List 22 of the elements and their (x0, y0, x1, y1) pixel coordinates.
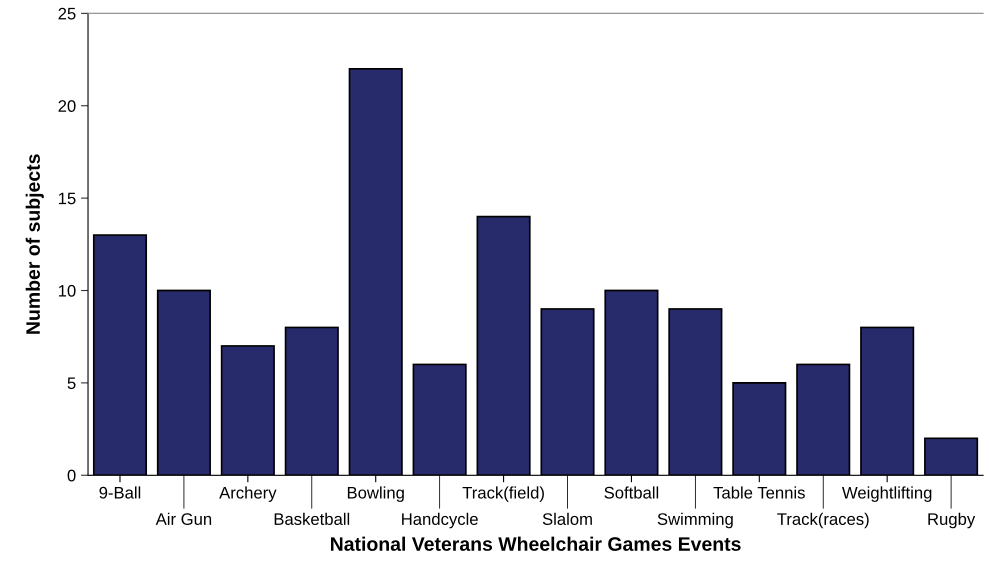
x-tick-label: Swimming (658, 512, 733, 528)
x-tick-label: Air Gun (156, 512, 212, 525)
y-tick-label: 25 (58, 8, 76, 20)
y-tick-label: 10 (58, 284, 76, 297)
y-tick-label: 15 (58, 192, 76, 204)
x-tick-label: Handcycle (402, 512, 478, 528)
y-axis-title: Number of subjects (26, 154, 44, 334)
x-tick-label: Slalom (542, 512, 592, 525)
x-tick-label: 9-Ball (99, 486, 140, 499)
x-axis-title: National Veterans Wheelchair Games Events (330, 536, 741, 551)
x-tick-label: Archery (219, 486, 277, 502)
x-tick-label: Table Tennis (714, 486, 805, 499)
x-tick-label: Track(field) (462, 486, 544, 502)
x-tick-label: Rugby (928, 512, 976, 528)
x-tick-label: Bowling (348, 486, 404, 502)
y-tick-label: 0 (68, 470, 76, 482)
y-tick-label: 20 (58, 100, 76, 112)
x-tick-label: Track(races) (777, 512, 869, 528)
x-tick-label: Basketball (274, 512, 350, 525)
y-tick-label: 5 (68, 377, 76, 390)
x-tick-label: Softball (604, 486, 658, 499)
x-tick-label: Weightlifting (842, 486, 932, 502)
